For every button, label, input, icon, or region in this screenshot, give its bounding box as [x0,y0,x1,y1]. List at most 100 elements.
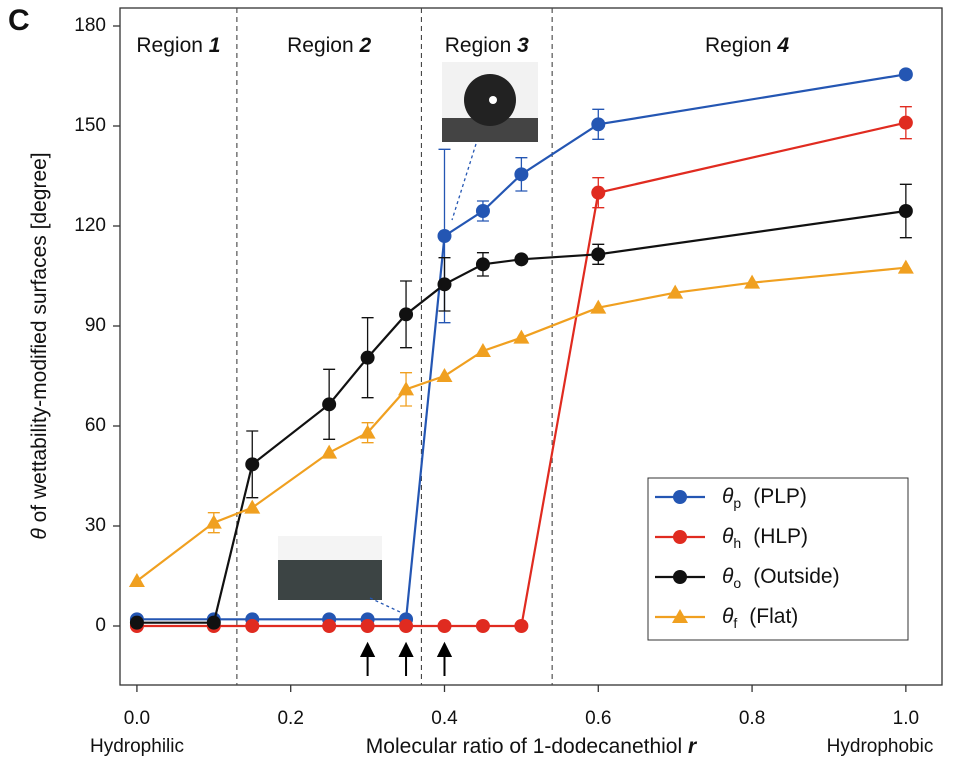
y-tick-label: 180 [74,15,106,36]
legend-marker [673,530,687,544]
legend-marker [673,570,687,584]
indicator-arrow [436,641,453,676]
data-point [667,284,684,299]
data-point [129,615,144,630]
legend-entry: θp (PLP) [655,485,807,511]
x-right-note: Hydrophobic [827,736,934,757]
data-point [514,252,529,267]
data-point [474,343,491,357]
data-point [321,444,338,459]
data-point [436,368,453,382]
data-point [744,274,761,289]
data-point [322,397,337,412]
data-point [591,247,606,262]
data-point [475,619,490,633]
panel-label: C [8,4,30,37]
region-number: 4 [776,34,789,57]
region-text: Region [705,34,772,57]
data-point [437,229,452,243]
legend-subscript: o [733,575,741,591]
data-point [206,615,221,630]
legend-symbol: θ [722,485,734,508]
legend: θp (PLP)θh (HLP)θo (Outside)θf (Flat) [647,477,909,641]
legend-symbol: θ [722,565,734,588]
plot-frame [119,7,943,686]
y-tick-label: 90 [85,315,106,336]
data-point [514,167,529,182]
data-point [898,115,913,130]
inset-pointer [451,143,477,221]
region-label: Region 1 [136,34,220,57]
x-left-note: Hydrophilic [90,736,184,757]
legend-label: θh (HLP) [722,525,808,551]
data-point [591,185,606,200]
inset-flat [278,536,382,600]
legend-subscript: p [733,495,741,511]
region-number: 3 [517,34,529,57]
data-point [359,424,376,439]
data-point [322,619,337,633]
x-axis-label: Molecular ratio of 1-dodecanethiol r [366,735,698,758]
data-point [514,619,529,633]
legend-name: (PLP) [753,485,807,508]
legend-entry: θo (Outside) [655,565,840,591]
region-text: Region [287,34,354,57]
legend-marker [673,490,687,504]
data-point [898,67,913,82]
data-point [437,619,452,633]
x-tick-label: 0.0 [124,708,150,729]
y-tick-label: 150 [74,115,106,136]
data-point [513,329,530,344]
data-point [244,499,261,514]
legend-name: (Outside) [753,565,839,588]
legend-name: (Flat) [749,605,798,628]
data-point [245,457,260,472]
legend-subscript: f [733,615,737,631]
legend-label: θo (Outside) [722,565,840,591]
x-tick-label: 0.4 [431,708,458,729]
data-point [399,619,414,633]
inset-droplet [442,62,538,142]
legend-label: θf (Flat) [722,605,798,631]
region-text: Region [136,34,203,57]
data-point [437,277,452,292]
region-label: Region 2 [287,34,371,57]
y-tick-label: 60 [85,415,106,436]
y-axis-symbol: θ [28,528,51,540]
region-label: Region 3 [445,34,529,57]
legend-name: (HLP) [753,525,808,548]
y-tick-label: 0 [95,615,106,636]
region-text: Region [445,34,512,57]
y-axis-text: of wettability-modified surfaces [degree… [28,152,51,522]
indicator-arrow [359,641,376,676]
y-tick-label: 120 [74,215,106,236]
legend-marker [672,609,688,623]
data-point [360,619,375,633]
data-point [398,381,415,396]
indicator-arrow [398,641,414,676]
x-tick-label: 0.6 [585,708,611,729]
legend-symbol: θ [722,605,734,628]
legend-subscript: h [733,535,741,551]
inset-pointer [369,597,401,613]
legend-entry: θf (Flat) [655,605,798,631]
region-number: 1 [209,34,221,57]
legend-label: θp (PLP) [722,485,807,511]
x-axis-text: Molecular ratio of 1-dodecanethiol [366,735,682,758]
data-point [475,204,490,218]
data-point [590,299,607,314]
data-point [475,257,490,272]
region-number: 2 [359,34,372,57]
y-axis-label: θ of wettability-modified surfaces [degr… [28,152,51,539]
data-point [897,259,914,274]
legend-symbol: θ [722,525,734,548]
data-point [128,573,145,587]
y-tick-label: 30 [85,515,106,536]
data-point [360,350,375,365]
x-tick-label: 0.8 [739,708,765,729]
data-point [245,619,260,633]
legend-entry: θh (HLP) [655,525,808,551]
region-label: Region 4 [705,34,789,57]
x-tick-label: 1.0 [893,708,919,729]
